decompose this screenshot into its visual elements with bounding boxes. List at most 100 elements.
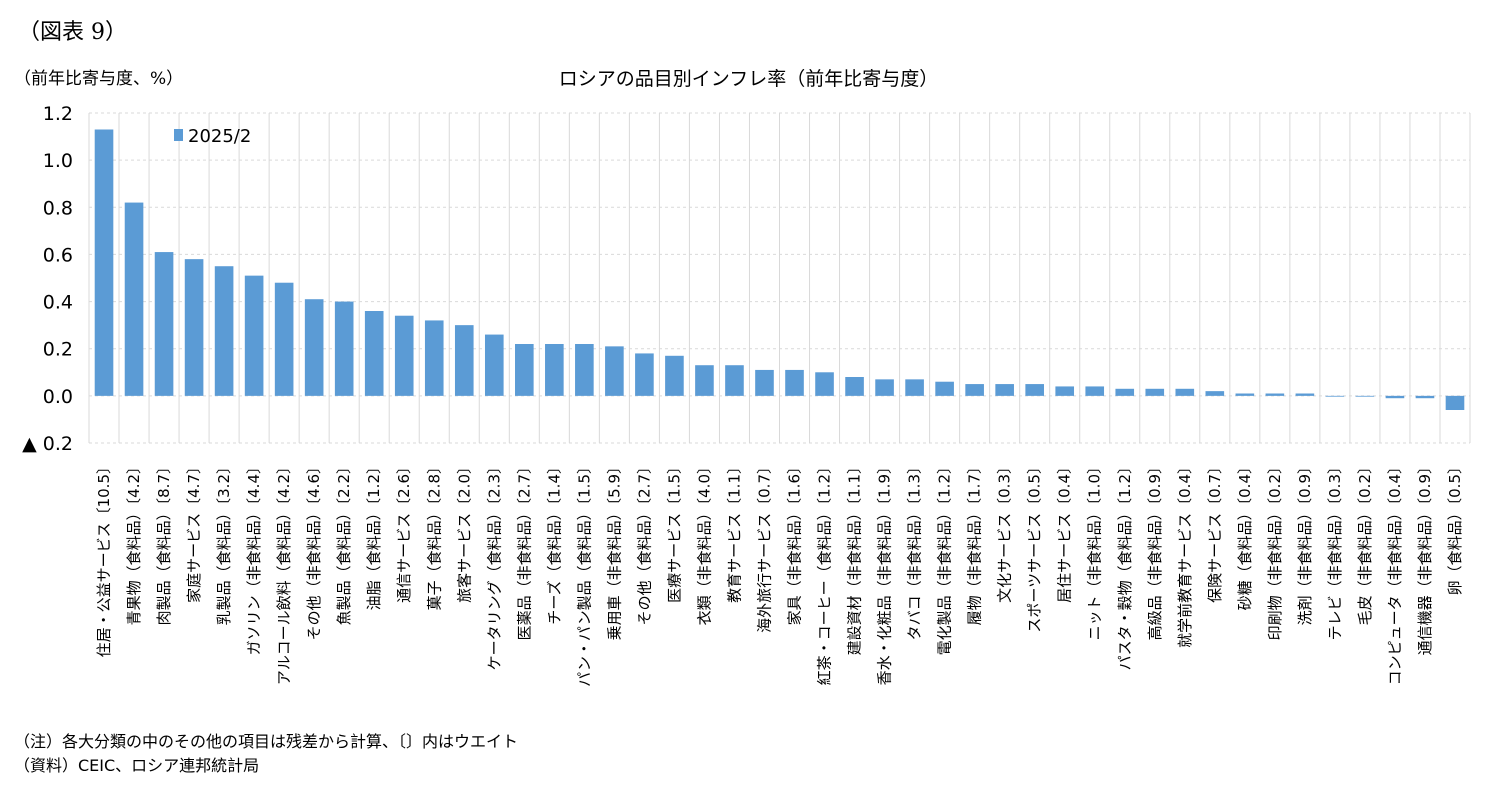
notes: （注）各大分類の中のその他の項目は残差から計算、〔〕内はウエイト （資料）CEI…	[14, 730, 518, 778]
source-line: （資料）CEIC、ロシア連邦統計局	[14, 756, 260, 775]
category-label: タバコ（非食料品）〔1.3〕	[906, 459, 924, 640]
bar	[244, 275, 264, 396]
bar	[1295, 393, 1315, 396]
category-label: 乳製品（食料品）〔3.2〕	[215, 459, 233, 625]
category-label: 香水・化粧品（非食料品）〔1.9〕	[876, 459, 894, 685]
category-label: 家具（非食料品）〔1.6〕	[786, 459, 804, 625]
y-tick-label: 0.8	[43, 197, 73, 219]
category-label: 衣類（非食料品）〔4.0〕	[695, 459, 713, 625]
bar	[725, 365, 744, 396]
bar-chart: 1.2 1.0 0.8 0.6 0.4 0.2 0.0 ▲ 0.2 住居・公益サービス〔10.…	[22, 103, 1471, 687]
bar	[845, 377, 864, 396]
category-label: 菓子（食料品）〔2.8〕	[425, 459, 443, 610]
y-axis-unit-label: （前年比寄与度、%）	[14, 69, 184, 89]
category-label: 保険サービス〔0.7〕	[1206, 459, 1224, 603]
category-label: 電化製品（非食料品）〔1.2〕	[936, 459, 954, 655]
bar	[935, 381, 954, 396]
category-label: 旅客サービス〔2.0〕	[455, 459, 473, 603]
category-label: 建設資材（非食料品）〔1.1〕	[846, 459, 864, 655]
bar	[484, 334, 504, 396]
bar	[995, 384, 1014, 396]
category-label: 就学前教育サービス〔0.4〕	[1176, 459, 1194, 648]
bar	[214, 266, 234, 396]
category-label: アルコール飲料（食料品）〔4.2〕	[275, 459, 293, 685]
category-label: ニット（非食料品）〔1.0〕	[1086, 459, 1104, 640]
bar	[94, 129, 114, 396]
y-tick-label: 1.2	[43, 103, 73, 125]
bar	[364, 311, 384, 396]
category-label: ガソリン（非食料品）〔4.4〕	[245, 459, 263, 655]
category-label: 高級品（非食料品）〔0.9〕	[1146, 459, 1164, 640]
bar	[1235, 393, 1255, 396]
category-label: テレビ（非食料品）〔0.3〕	[1326, 459, 1344, 640]
legend-swatch	[174, 129, 183, 141]
category-label: パン・パン製品（食料品）〔1.5〕	[575, 459, 593, 687]
category-label: 印刷物（非食料品）〔0.2〕	[1266, 459, 1284, 640]
category-label: 医療サービス〔1.5〕	[665, 459, 683, 603]
note-line: （注）各大分類の中のその他の項目は残差から計算、〔〕内はウエイト	[14, 732, 519, 751]
bar	[1115, 388, 1135, 396]
bar	[1325, 395, 1345, 397]
category-label: 洗剤（非食料品）〔0.9〕	[1296, 459, 1314, 625]
category-label: 油脂（食料品）〔1.2〕	[365, 459, 383, 610]
category-label: 住居・公益サービス〔10.5〕	[95, 459, 113, 657]
bar	[605, 346, 624, 396]
y-tick-label: 0.6	[43, 244, 73, 266]
bar	[394, 315, 414, 396]
bar	[1415, 395, 1435, 399]
y-tick-label: 0.4	[43, 292, 73, 314]
bar	[905, 379, 924, 396]
category-label: 教育サービス〔1.1〕	[725, 459, 743, 603]
bar	[124, 202, 144, 396]
category-label: スポーツサービス〔0.5〕	[1026, 459, 1044, 633]
figure-label: （図表 9）	[18, 20, 127, 45]
bar	[304, 299, 324, 396]
category-label: 卵（食料品）〔0.5〕	[1446, 459, 1464, 595]
legend-label: 2025/2	[188, 126, 251, 147]
bar	[875, 379, 894, 396]
category-label: 砂糖（食料品）〔0.4〕	[1236, 459, 1254, 610]
category-label: 履物（非食料品）〔1.7〕	[966, 459, 984, 625]
bar	[1055, 386, 1075, 396]
bars	[94, 129, 1465, 410]
bar	[1175, 388, 1195, 396]
category-label: 通信機器（非食料品）〔0.9〕	[1416, 459, 1434, 655]
bar	[785, 369, 804, 396]
category-label: 乗用車（非食料品）〔5.9〕	[605, 459, 623, 640]
category-label: 海外旅行サービス〔0.7〕	[755, 459, 773, 633]
bar	[1385, 395, 1405, 399]
bar	[1205, 391, 1225, 396]
bar	[1355, 395, 1375, 397]
category-label: 居住サービス〔0.4〕	[1056, 459, 1074, 603]
category-label: 家庭サービス〔4.7〕	[185, 459, 203, 603]
bar	[274, 282, 294, 396]
category-label: パスタ・穀物（食料品）〔1.2〕	[1116, 459, 1134, 670]
category-label: 文化サービス〔0.3〕	[996, 459, 1014, 603]
category-label: チーズ（食料品）〔1.4〕	[545, 459, 563, 625]
bar	[184, 259, 204, 396]
bar	[755, 369, 774, 396]
bar	[665, 355, 684, 396]
bar	[635, 353, 654, 396]
category-labels: 住居・公益サービス〔10.5〕 青果物（食料品）〔4.2〕 肉製品（食料品）〔8.7…	[95, 459, 1464, 687]
bar	[695, 365, 714, 396]
category-label: 毛皮（非食料品）〔0.2〕	[1356, 459, 1374, 625]
bar	[1085, 386, 1105, 396]
bar	[154, 252, 174, 396]
bar	[965, 384, 984, 396]
bar	[1445, 395, 1465, 410]
bar	[545, 344, 564, 396]
bar	[1145, 388, 1165, 396]
bar	[454, 325, 474, 396]
y-tick-label: 0.2	[43, 339, 73, 361]
bar	[575, 344, 594, 396]
y-tick-label: 0.0	[43, 386, 73, 408]
bar	[334, 301, 354, 396]
category-label: 肉製品（食料品）〔8.7〕	[155, 459, 173, 625]
category-label: その他（非食料品）〔4.6〕	[305, 459, 323, 640]
bar	[1025, 384, 1044, 396]
category-label: 紅茶・コーヒー（食料品）〔1.2〕	[816, 459, 834, 685]
gridlines	[88, 112, 1471, 444]
bar	[815, 372, 834, 396]
bar	[424, 320, 444, 396]
